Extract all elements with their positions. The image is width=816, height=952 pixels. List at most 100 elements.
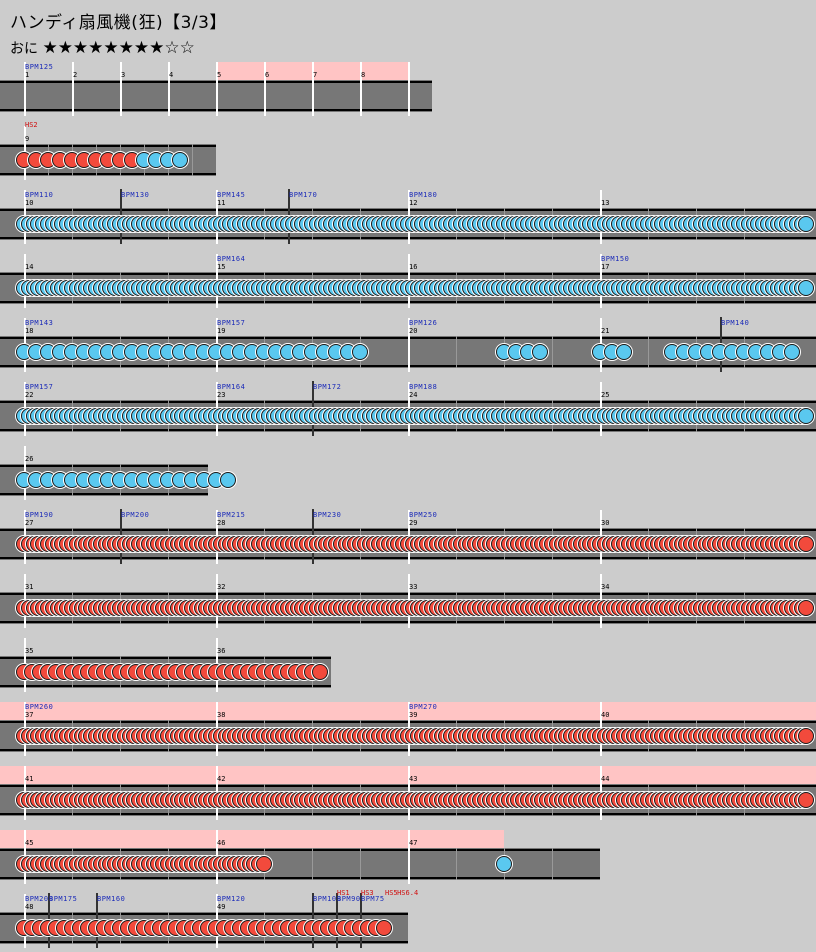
measure-line — [312, 62, 314, 116]
measure-number: 14 — [25, 263, 34, 271]
measure-number: 10 — [25, 199, 34, 207]
measure-number: 43 — [409, 775, 418, 783]
measure-number: 12 — [409, 199, 418, 207]
bpm-label: BPM250 — [409, 511, 438, 519]
measure-number: 29 — [409, 519, 418, 527]
ka-note — [496, 856, 512, 872]
bpm-label: BPM157 — [25, 383, 54, 391]
measure-number: 13 — [601, 199, 610, 207]
measure-number: 3 — [121, 71, 126, 79]
measure-number: 4 — [169, 71, 174, 79]
chart-row: 18 19 20 21 BPM143 BPM157 BPM126 BPM140 — [0, 317, 816, 376]
star-rating: ★★★★★★★★☆☆ — [42, 38, 195, 58]
measure-number: 37 — [25, 711, 34, 719]
measure-number: 49 — [217, 903, 226, 911]
bpm-label: BPM170 — [289, 191, 318, 199]
measure-line — [408, 62, 410, 116]
lane-border-bottom — [0, 941, 408, 943]
chart-row: 35 36 — [0, 638, 816, 696]
scroll-event-label: HS3 — [361, 889, 374, 897]
measure-number: 22 — [25, 391, 34, 399]
bpm-label: BPM190 — [25, 511, 54, 519]
measure-number: 16 — [409, 263, 418, 271]
bpm-label: BPM164 — [217, 255, 246, 263]
measure-number: 11 — [217, 199, 226, 207]
chart-row: 9 HS2 — [0, 121, 816, 184]
beat-line — [360, 848, 361, 880]
measure-number: 42 — [217, 775, 226, 783]
measure-number: 20 — [409, 327, 418, 335]
measure-number: 34 — [601, 583, 610, 591]
bpm-label: BPM188 — [409, 383, 438, 391]
beat-line — [312, 848, 313, 880]
measure-number: 24 — [409, 391, 418, 399]
measure-number: 46 — [217, 839, 226, 847]
bpm-label: BPM110 — [25, 191, 54, 199]
measure-number: 47 — [409, 839, 418, 847]
scroll-event-label: HS2 — [25, 121, 38, 129]
bpm-label: BPM260 — [25, 703, 54, 711]
chart-row: 27 28 29 30 BPM190 BPM200 BPM215 BPM230 BPM250 — [0, 509, 816, 568]
measure-line — [216, 62, 218, 116]
lane-border-top — [0, 145, 216, 147]
difficulty-label: おに — [10, 41, 38, 57]
bpm-label: BPM126 — [409, 319, 438, 327]
bpm-label: BPM175 — [49, 895, 78, 903]
beat-line — [552, 336, 553, 368]
measure-number: 5 — [217, 71, 222, 79]
chart-title: ハンディ扇風機(狂)【3/3】 — [10, 13, 227, 33]
ka-note — [220, 472, 236, 488]
bpm-label: BPM125 — [25, 63, 54, 71]
chart-row: 45 46 47 — [0, 830, 816, 888]
lane-border-top — [0, 849, 600, 851]
scroll-event-label: HS5 — [385, 889, 398, 897]
measure-number: 8 — [361, 71, 366, 79]
beat-line — [552, 848, 553, 880]
gogo-section — [0, 830, 504, 848]
measure-number: 18 — [25, 327, 34, 335]
chart-row: 31 32 33 34 — [0, 574, 816, 632]
chart-row: 10 11 12 13 BPM110 BPM130 BPM145 BPM170 BPM180 — [0, 189, 816, 248]
ka-note — [798, 216, 815, 232]
measure-line — [264, 62, 266, 116]
don-note — [312, 664, 328, 680]
scroll-event-label: HS1 — [337, 889, 350, 897]
bpm-label: BPM215 — [217, 511, 246, 519]
bpm-label: BPM130 — [121, 191, 150, 199]
ka-note — [172, 152, 188, 168]
measure-number: 2 — [73, 71, 78, 79]
chart-row: 37 38 39 40 BPM260 BPM270 — [0, 702, 816, 760]
measure-number: 41 — [25, 775, 34, 783]
scroll-event-label: HS6.4 — [397, 889, 419, 897]
bpm-label: BPM143 — [25, 319, 54, 327]
beat-line — [192, 144, 193, 176]
measure-number: 25 — [601, 391, 610, 399]
lane-border-bottom — [0, 877, 600, 879]
measure-number: 21 — [601, 327, 610, 335]
measure-number: 27 — [25, 519, 34, 527]
measure-number: 9 — [25, 135, 30, 143]
don-note — [256, 856, 272, 872]
measure-number: 35 — [25, 647, 34, 655]
measure-line — [120, 62, 122, 116]
chart-row: 1 2 3 4 5 6 7 8 BPM125 — [0, 62, 816, 120]
bpm-label: BPM140 — [721, 319, 750, 327]
measure-number: 33 — [409, 583, 418, 591]
measure-line — [72, 62, 74, 116]
measure-number: 36 — [217, 647, 226, 655]
lane-border-top — [0, 913, 408, 915]
bpm-label: BPM160 — [97, 895, 126, 903]
don-note — [376, 920, 392, 936]
beat-line — [456, 848, 457, 880]
lane-border-top — [0, 657, 332, 659]
ka-note — [352, 344, 368, 360]
chart-row: 48 49 BPM200 BPM175 BPM160 BPM120 BPM100 BPM90 B… — [0, 889, 816, 952]
bpm-label: BPM157 — [217, 319, 246, 327]
measure-number: 26 — [25, 455, 34, 463]
measure-number: 40 — [601, 711, 610, 719]
ka-note — [798, 280, 815, 296]
measure-line — [360, 62, 362, 116]
chart-row: 41 42 43 44 — [0, 766, 816, 824]
chart-row: 26 — [0, 446, 816, 504]
measure-number: 28 — [217, 519, 226, 527]
